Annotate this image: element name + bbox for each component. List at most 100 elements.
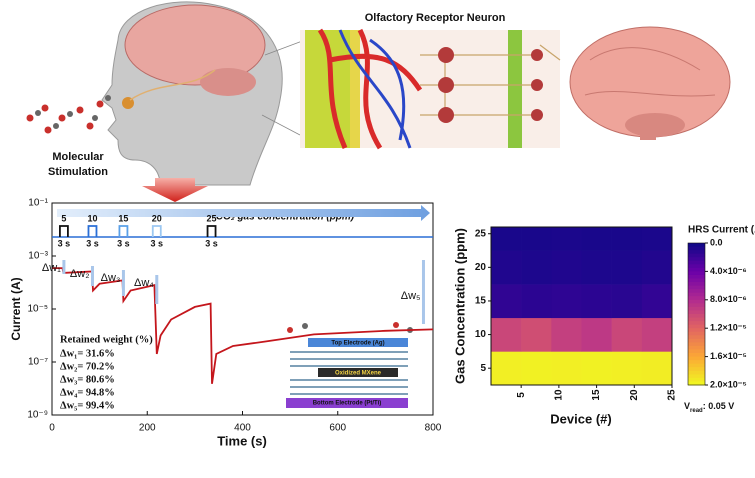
heatmap-cell bbox=[641, 250, 672, 285]
colorbar-slice bbox=[688, 328, 705, 333]
delta-arrow bbox=[421, 260, 425, 324]
retained-item: Δw₅= 99.4% bbox=[60, 400, 115, 411]
colorbar-frame bbox=[687, 242, 706, 386]
colorbar-slice bbox=[688, 246, 705, 251]
colorbar-slice bbox=[688, 296, 705, 301]
colorbar-slice bbox=[688, 243, 705, 248]
colorbar-slice bbox=[688, 310, 705, 315]
colorbar-slice bbox=[688, 374, 705, 379]
colorbar-slice bbox=[688, 360, 705, 365]
x-tick-label: 400 bbox=[234, 423, 251, 434]
colorbar-tick-label: 1.6×10⁻⁵ bbox=[710, 351, 747, 361]
heatmap-cell bbox=[641, 317, 672, 352]
heatmap-cell bbox=[521, 351, 552, 385]
colorbar-slice bbox=[688, 314, 705, 319]
x-tick-label: 5 bbox=[516, 392, 527, 398]
heatmap-cell bbox=[581, 351, 612, 385]
pulse-duration: 3 s bbox=[205, 238, 218, 248]
heatmap-cell bbox=[521, 250, 552, 285]
pulse bbox=[59, 225, 69, 237]
colorbar-slice bbox=[688, 250, 705, 255]
x-tick-label: 25 bbox=[667, 389, 678, 401]
pulse-duration: 3 s bbox=[86, 238, 99, 248]
delta-arrow bbox=[62, 260, 66, 274]
x-axis-label: Time (s) bbox=[217, 433, 267, 448]
heatmap-cell bbox=[521, 227, 552, 251]
delta-label: Δw₃ bbox=[101, 272, 121, 284]
inset-label: Top Electrode (Ag) bbox=[331, 341, 384, 347]
x-tick-label: 200 bbox=[139, 423, 156, 434]
gas-arrow bbox=[57, 205, 430, 221]
illustration-title: Olfactory Receptor Neuron bbox=[365, 12, 506, 24]
colorbar-slice bbox=[688, 363, 705, 368]
annotation-symbol: V bbox=[684, 401, 690, 411]
heatmap-cell bbox=[581, 250, 612, 285]
x-tick-label: 600 bbox=[329, 423, 346, 434]
colorbar-tick-label: 2.0×10⁻⁵ bbox=[710, 379, 747, 389]
delta-label: Δw₅ bbox=[401, 290, 421, 302]
colorbar-slice bbox=[688, 324, 705, 329]
heatmap-cell bbox=[521, 317, 552, 352]
colorbar-slice bbox=[688, 367, 705, 372]
pulse bbox=[118, 225, 129, 237]
heatmap-cell bbox=[551, 227, 582, 251]
colorbar-slice bbox=[688, 299, 705, 304]
heatmap-frame bbox=[490, 226, 673, 386]
colorbar-slice bbox=[688, 331, 705, 336]
colorbar-slice bbox=[688, 271, 705, 276]
caption-line: Stimulation bbox=[48, 166, 108, 178]
x-tick-label: 10 bbox=[554, 389, 565, 401]
x-tick-label: 0 bbox=[49, 423, 55, 434]
annotation: Vread: 0.05 V bbox=[684, 401, 734, 413]
colorbar-tick-label: 8.0×10⁻⁶ bbox=[710, 294, 747, 304]
heatmap-cell bbox=[611, 317, 643, 352]
caption-line: Molecular bbox=[52, 151, 104, 163]
delta-label: Δw₄ bbox=[134, 277, 154, 289]
y-tick-label: 10⁻⁵ bbox=[27, 304, 48, 315]
heatmap-cell bbox=[581, 227, 612, 251]
colorbar-slice bbox=[688, 260, 705, 265]
heatmap-cell bbox=[581, 317, 612, 352]
pulse bbox=[206, 225, 217, 237]
heatmap-cell bbox=[641, 227, 672, 251]
colorbar-tick-label: 4.0×10⁻⁶ bbox=[710, 266, 747, 276]
y-tick-label: 10 bbox=[475, 329, 487, 340]
colorbar-slice bbox=[688, 377, 705, 382]
heatmap-cell bbox=[611, 284, 643, 319]
pulse-concentration: 10 bbox=[87, 213, 97, 223]
heatmap-cells bbox=[491, 227, 672, 385]
y-tick-label: 10⁻³ bbox=[28, 251, 48, 262]
y-tick-label: 10⁻¹ bbox=[28, 198, 48, 209]
retained-item: Δw₄= 94.8% bbox=[60, 387, 115, 398]
colorbar-slice bbox=[688, 278, 705, 283]
heatmap-cell bbox=[611, 250, 643, 285]
y-axis-label: Gas Concentration (ppm) bbox=[452, 228, 467, 384]
pulse-concentration: 15 bbox=[118, 213, 128, 223]
heatmap-cell bbox=[551, 284, 582, 319]
pulse-duration: 3 s bbox=[151, 238, 164, 248]
brain-illustration bbox=[569, 26, 731, 140]
x-tick-label: 15 bbox=[591, 389, 602, 401]
colorbar-tick-label: 1.2×10⁻⁵ bbox=[710, 323, 747, 333]
heatmap-cell bbox=[491, 227, 522, 251]
y-axis-label: Current (A) bbox=[9, 277, 23, 340]
annotation-text: : 0.05 V bbox=[703, 401, 735, 411]
inset-label: Oxidized MXene bbox=[335, 371, 382, 377]
heatmap-cell bbox=[611, 227, 643, 251]
pulse-duration: 3 s bbox=[117, 238, 130, 248]
annotation-subscript: read bbox=[690, 408, 703, 414]
x-tick-label: 20 bbox=[629, 389, 640, 401]
retained-title: Retained weight (%) bbox=[60, 334, 153, 345]
colorbar-slice bbox=[688, 356, 705, 361]
colorbar-slice bbox=[688, 370, 705, 375]
y-tick-label: 20 bbox=[475, 262, 487, 273]
colorbar-slice bbox=[688, 289, 705, 294]
retained-item: Δw₃= 80.6% bbox=[60, 374, 115, 385]
colorbar-tick-label: 0.0 bbox=[710, 237, 723, 247]
colorbar-slice bbox=[688, 257, 705, 262]
colorbar-slice bbox=[688, 253, 705, 258]
delta-arrow bbox=[155, 275, 159, 304]
colorbar-slice bbox=[688, 264, 705, 269]
inset-device bbox=[286, 322, 413, 408]
